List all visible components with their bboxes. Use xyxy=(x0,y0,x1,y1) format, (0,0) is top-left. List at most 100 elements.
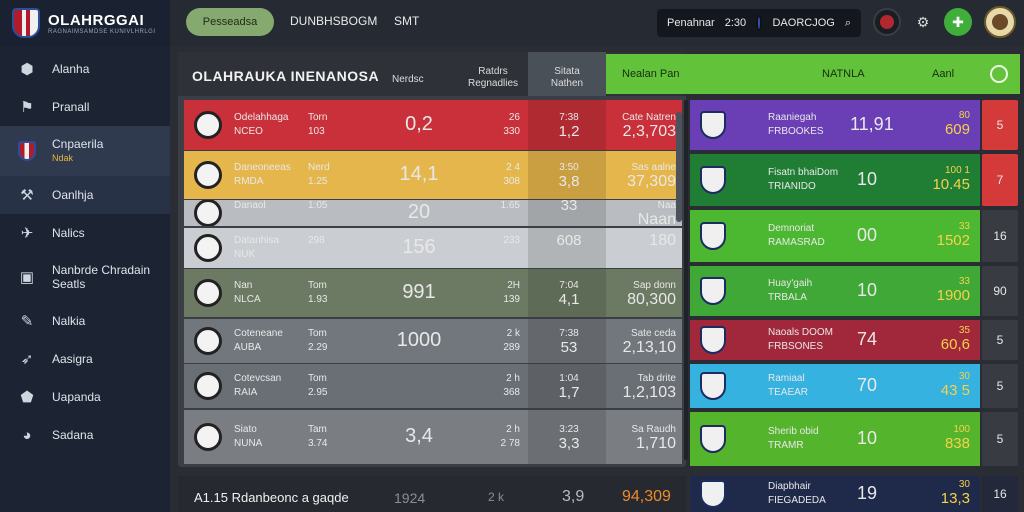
table-row[interactable]: Cotevcsan RAIA Tom 2.95 2 h 368 1:04 1,7 Tab… xyxy=(184,364,682,408)
team-name: Nan NLCA xyxy=(234,280,261,305)
cell: 3:50 3,8 xyxy=(558,162,580,190)
tab-pesseadsa[interactable]: Pesseadsa xyxy=(186,8,274,36)
cell: Naa Naan xyxy=(637,200,676,226)
table-row[interactable]: Odelahhaga NCEO Torn 103 0,2 26 330 7:38 1,2… xyxy=(184,100,682,150)
search-icon: ⌕ xyxy=(844,16,851,29)
settings-icon[interactable]: ⚙ xyxy=(916,13,930,30)
table-row[interactable]: Datanhisa NUK 298 156 233 608 180 xyxy=(184,228,682,268)
cell: 30 43 5 xyxy=(940,371,970,399)
match-search-box[interactable]: Penahnar 2:30 DAORCJOG ⌕ xyxy=(657,9,861,37)
score-cell: 74 xyxy=(856,329,878,349)
team-name: Odelahhaga NCEO xyxy=(234,112,289,137)
team-row[interactable]: Raaniegah FRBOOKES 11,91 80 609 xyxy=(690,100,980,150)
cell: 80 609 xyxy=(944,110,970,138)
team-crest-icon xyxy=(194,161,222,189)
team-name: Raaniegah FRBOOKES xyxy=(768,112,824,137)
sidebar-item-sadana[interactable]: ◕ Sadana xyxy=(0,416,170,454)
cell: Sate ceda 2,13,10 xyxy=(622,328,676,356)
cell: 180 xyxy=(649,232,676,249)
sidebar-item-nalkia[interactable]: ✎ Nalkia xyxy=(0,302,170,340)
team-crest-icon xyxy=(194,111,222,139)
score-cell: 19 xyxy=(856,483,878,503)
rank-badge: 5 xyxy=(982,320,1018,360)
cell: Torn 103 xyxy=(308,112,328,137)
sidebar-item-cnpaerila[interactable]: Cnpaerila Ndak xyxy=(0,126,170,176)
bottom-value: 3,9 xyxy=(562,488,585,505)
team-row[interactable]: Demnoriat RAMASRAD 00 33 1502 xyxy=(690,210,980,262)
scrollbar[interactable] xyxy=(676,112,682,222)
column-header[interactable]: Sitata Nathen xyxy=(550,66,584,89)
team-row[interactable]: Sherib obid TRAMR 10 100 838 xyxy=(690,412,980,466)
team-row[interactable]: Diapbhair FIEGADEDA 19 30 13,3 xyxy=(690,476,980,512)
flag-icon: ⚑ xyxy=(20,99,34,116)
bottom-title: A1.15 Rdanbeonc a gaqde xyxy=(194,490,349,505)
app-logo[interactable]: OLAHRGGAI RAGNAIMSAMDSE KUNIVLHRLGI xyxy=(0,0,170,46)
search-icon[interactable] xyxy=(990,65,1008,83)
panel-column-header: NATNLA xyxy=(822,68,865,80)
club-crest-icon xyxy=(12,8,40,38)
table-row[interactable]: Danaol 1:05 20 1.65 33 Naa Naan xyxy=(184,200,682,226)
table-row[interactable]: Coteneane AUBA Tom 2.29 1000 2 k 289 7:38 53… xyxy=(184,319,682,363)
team-row[interactable]: Huay'gaih TRBALA 10 33 1900 xyxy=(690,266,980,316)
cell: 1:05 xyxy=(308,200,328,211)
panel-column-header: Aanl xyxy=(932,68,955,80)
team-name: Diapbhair FIEGADEDA xyxy=(768,481,826,506)
cell: Sa Raudh 1,710 xyxy=(631,424,676,452)
cell: 7:04 4,1 xyxy=(558,280,580,308)
user-avatar[interactable] xyxy=(984,6,1016,38)
panel-title: Nealan Pan xyxy=(622,68,680,80)
sidebar-item-label: Nalics xyxy=(52,226,85,240)
sidebar-item-pranall[interactable]: ⚑ Pranall xyxy=(0,88,170,126)
cell: Tom 2.29 xyxy=(308,328,328,353)
sidebar-item-label: Alanha xyxy=(52,62,90,76)
rank-badge: 16 xyxy=(982,476,1018,512)
search-time: 2:30 xyxy=(724,17,747,29)
sidebar-item-nanbrde[interactable]: ▣ Nanbrde Chradain Seatls xyxy=(0,252,170,302)
bottom-value: 94,309 xyxy=(622,488,671,505)
cell: Tom 2.95 xyxy=(308,373,328,398)
sidebar-item-label: Nanbrde Chradain xyxy=(52,263,151,277)
sidebar-item-nalics[interactable]: ✈ Nalics xyxy=(0,214,170,252)
bottom-value: 2 k xyxy=(488,490,505,504)
score-cell: 00 xyxy=(856,225,878,245)
score-cell: 10 xyxy=(856,169,878,189)
table-row[interactable]: Daneoneeas RMDA Nerd 1.25 14,1 2 4 308 3:50… xyxy=(184,151,682,199)
app-title: OLAHRGGAI xyxy=(48,11,145,29)
sidebar-item-alanha[interactable]: ⬢ Alanha xyxy=(0,50,170,88)
rocket-icon: ➶ xyxy=(20,351,34,368)
sidebar-item-aasigra[interactable]: ➶ Aasigra xyxy=(0,340,170,378)
team-row[interactable]: Fisatn bhaiDom TRIANIDO 10 100 1 10.45 xyxy=(690,154,980,206)
team-name: Sherib obid TRAMR xyxy=(768,426,819,451)
sidebar-item-label: Seatls xyxy=(52,277,86,291)
cell: 7:38 53 xyxy=(559,328,579,356)
sidebar-item-uapanda[interactable]: ⬟ Uapanda xyxy=(0,378,170,416)
plane-icon: ✈ xyxy=(20,225,34,242)
rank-badge: 16 xyxy=(982,210,1018,262)
team-row[interactable]: Naoals DOOM FRBSONES 74 35 60,6 xyxy=(690,320,980,360)
club-crest-icon xyxy=(16,140,38,162)
column-header[interactable]: Nerdsc xyxy=(392,74,424,85)
tab-dunbhsbogm[interactable]: DUNBHSBOGM xyxy=(290,14,378,28)
bottom-bar: A1.15 Rdanbeonc a gaqde 1924 2 k 3,9 94,… xyxy=(178,476,686,512)
cell: 608 xyxy=(556,232,582,249)
shield-icon: ⬟ xyxy=(20,389,34,406)
team-name: Daneoneeas RMDA xyxy=(234,162,291,187)
score-cell: 11,91 xyxy=(850,114,894,134)
table-header: OLAHRAUKA INENANOSA Nerdsc Ratdrs Regnadl… xyxy=(178,52,686,96)
cell: Sas aalne 37,309 xyxy=(627,162,676,190)
score-cell: 0,2 xyxy=(405,113,433,135)
team-crest-icon xyxy=(194,200,222,226)
scrollbar[interactable] xyxy=(684,100,688,460)
score-cell: 991 xyxy=(402,281,436,303)
sidebar-item-oanlhja[interactable]: ⚒ Oanlhja xyxy=(0,176,170,214)
table-row[interactable]: Nan NLCA Tom 1.93 991 2H 139 7:04 4,1 Sap do… xyxy=(184,269,682,317)
gamepad-icon[interactable]: ✚ xyxy=(944,8,972,36)
column-header[interactable]: Ratdrs Regnadlies xyxy=(468,66,519,89)
team-crest-icon xyxy=(194,234,222,262)
sidebar-item-label: Nalkia xyxy=(52,314,86,328)
cell: Tam 3.74 xyxy=(308,424,328,449)
tab-smt[interactable]: SMT xyxy=(394,14,420,28)
avatar-icon[interactable] xyxy=(873,8,901,36)
team-row[interactable]: Ramiaal TEAEAR 70 30 43 5 xyxy=(690,364,980,408)
